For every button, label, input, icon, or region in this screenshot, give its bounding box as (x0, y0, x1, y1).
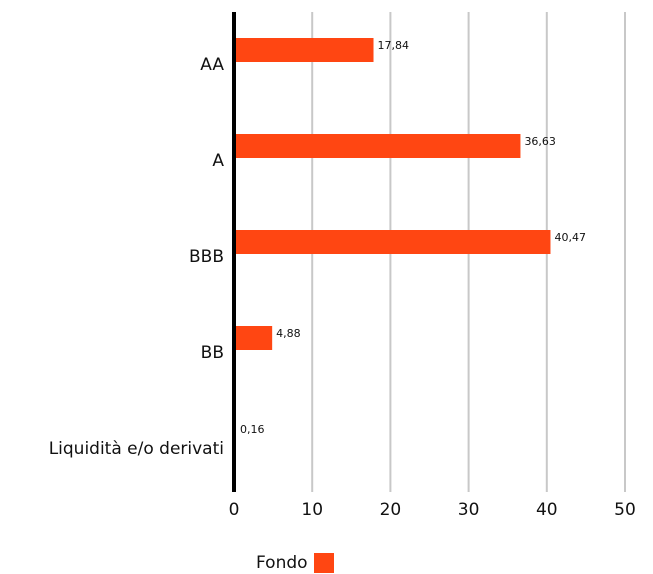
bar (236, 134, 521, 158)
bar (236, 38, 374, 62)
x-tick-label: 30 (458, 500, 480, 520)
category-label: Liquidità e/o derivati (49, 439, 224, 459)
x-tick-label: 0 (229, 500, 240, 520)
legend-swatch (313, 553, 334, 573)
category-label: AA (200, 55, 224, 75)
bar-chart: 0 10 20 30 40 50 AA 17,84 A 36,63 BBB 40,47 BB 4,88 Li… (49, 12, 636, 520)
value-label: 17,84 (378, 39, 410, 52)
value-label: 36,63 (524, 135, 556, 148)
category-label: A (212, 151, 224, 171)
category-label: BB (201, 343, 224, 363)
bar (236, 230, 551, 254)
x-tick-label: 50 (614, 500, 636, 520)
bar (236, 326, 273, 350)
x-tick-label: 20 (380, 500, 402, 520)
value-label: 40,47 (554, 231, 586, 244)
legend: Fondo (256, 552, 334, 574)
bars (236, 38, 551, 350)
legend-label: Fondo (256, 553, 308, 573)
x-tick-label: 40 (536, 500, 558, 520)
value-label: 4,88 (276, 327, 301, 340)
value-label: 0,16 (240, 423, 265, 436)
category-label: BBB (189, 247, 224, 267)
x-tick-label: 10 (301, 500, 323, 520)
labels: 0 10 20 30 40 50 AA 17,84 A 36,63 BBB 40,47 BB 4,88 Li… (49, 39, 636, 520)
